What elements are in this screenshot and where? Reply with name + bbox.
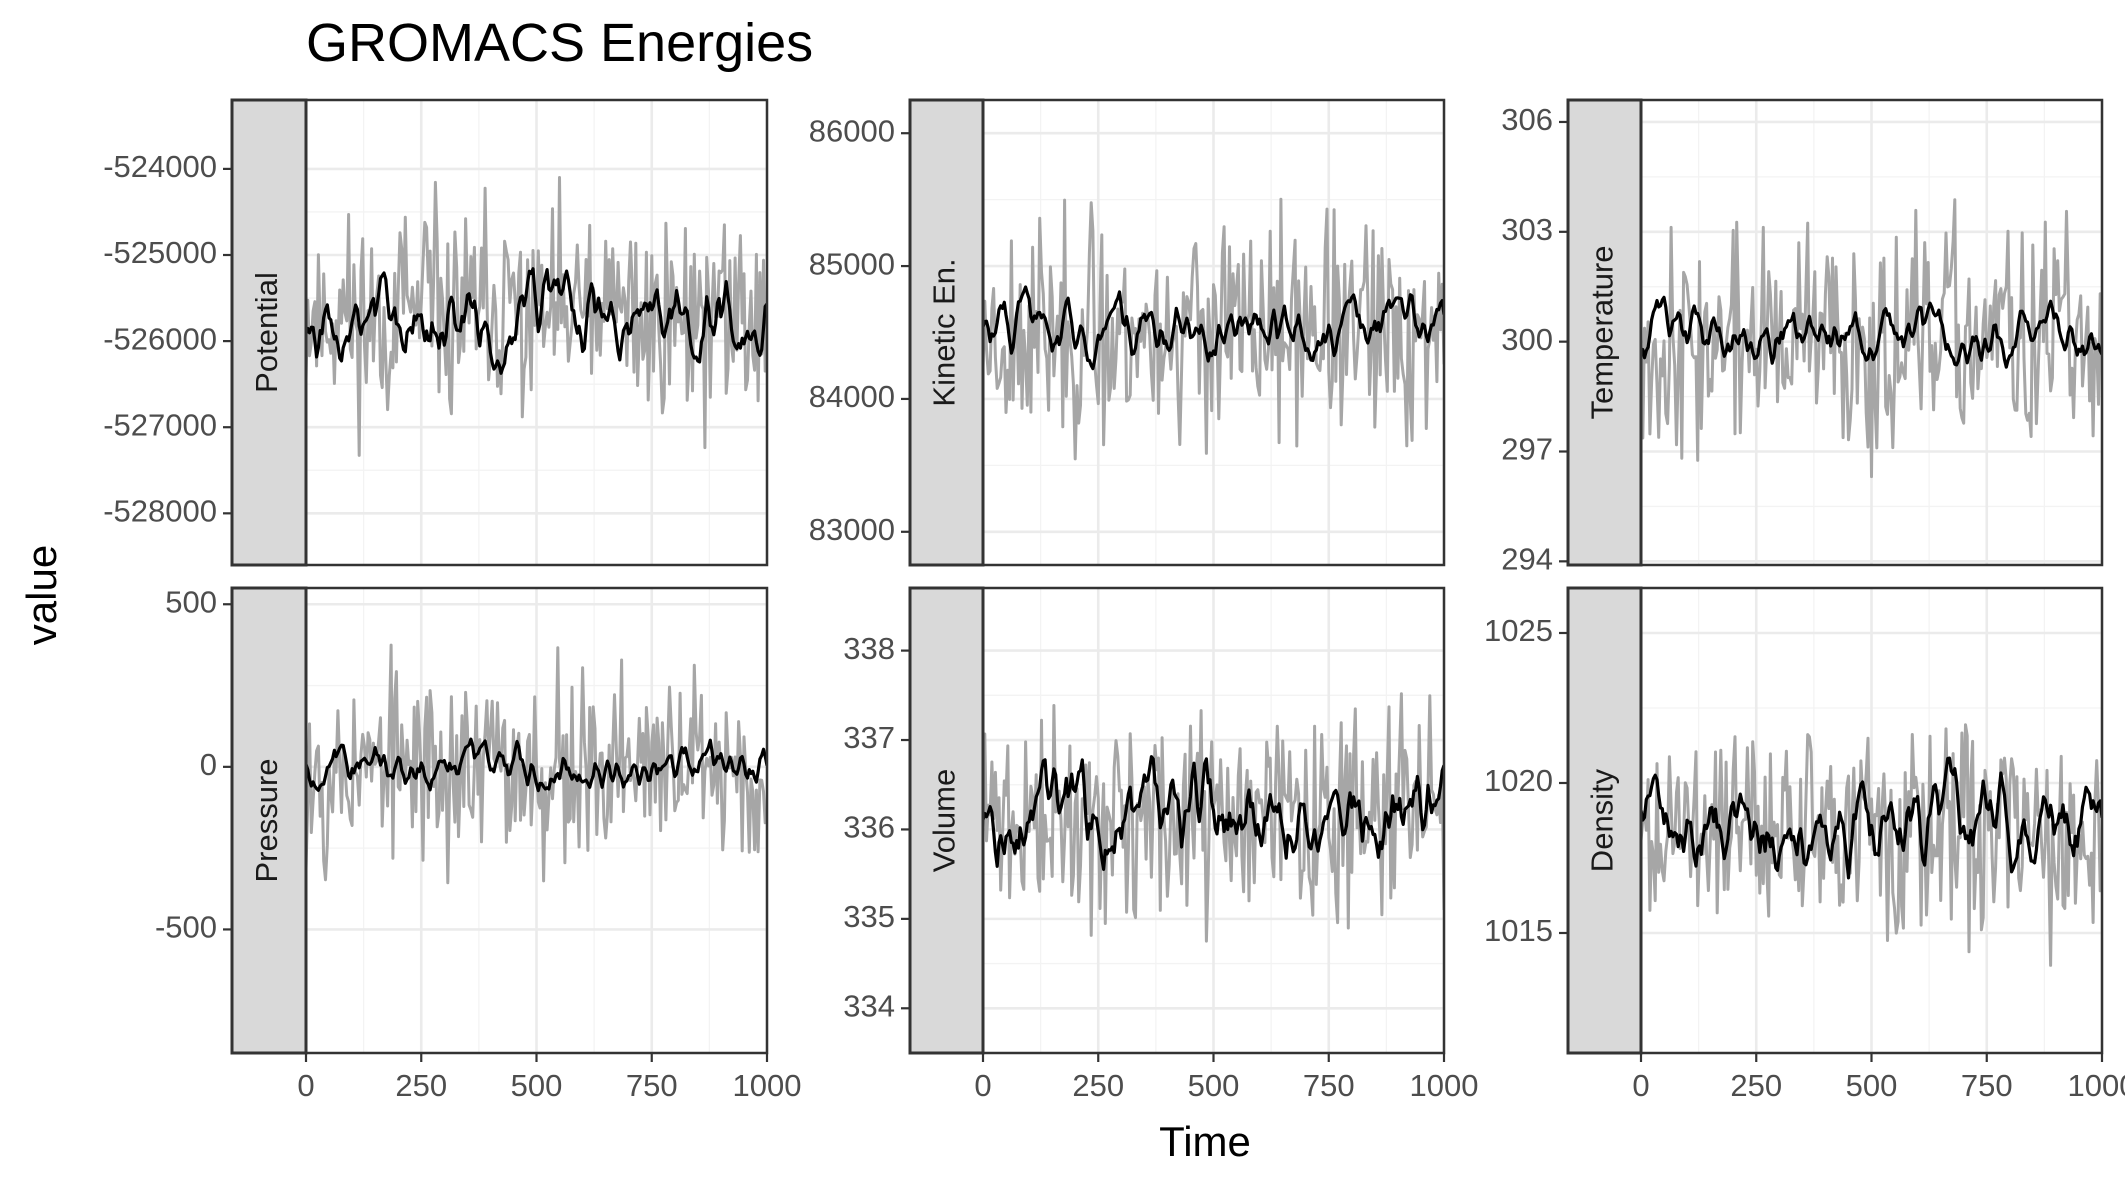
x-tick-label: 0	[1632, 1068, 1649, 1103]
facet-strip-label: Temperature	[1585, 245, 1620, 419]
facet-strip	[1566, 98, 1643, 567]
smoothed-series-line	[1641, 295, 2102, 369]
y-tick-label: -527000	[103, 407, 217, 442]
smoothed-series-line	[983, 285, 1444, 371]
x-tick-label: 1000	[733, 1068, 802, 1103]
panel-temperature: Temperature 294 297 300 303 306	[1501, 98, 2104, 577]
facet-panels: Potential -528000 -527000 -526000 -525000 -52…	[103, 98, 2125, 1103]
x-tick-label: 750	[1961, 1068, 2013, 1103]
smoothed-series-line	[306, 267, 767, 375]
x-tick-label: 750	[626, 1068, 678, 1103]
x-tick-label: 250	[1072, 1068, 1124, 1103]
y-tick-label: -526000	[103, 321, 217, 356]
x-tick-label: 1000	[1410, 1068, 1479, 1103]
x-axis-title: Time	[1159, 1118, 1251, 1165]
x-tick-label: 250	[395, 1068, 447, 1103]
y-tick-label: 300	[1501, 322, 1553, 357]
y-tick-label: 86000	[809, 113, 895, 148]
y-tick-label: 338	[843, 631, 895, 666]
y-tick-label: 500	[165, 584, 217, 619]
facet-strip	[908, 98, 985, 567]
panel-potential: Potential -528000 -527000 -526000 -525000 -52…	[103, 98, 769, 567]
y-tick-label: -525000	[103, 235, 217, 270]
panel-kinetic-en: Kinetic En. 83000 84000 85000 86000	[809, 98, 1446, 567]
y-tick-label: 83000	[809, 512, 895, 547]
y-tick-label: 85000	[809, 246, 895, 281]
facet-strip-label: Pressure	[249, 758, 284, 882]
facet-strip-label: Volume	[927, 769, 962, 872]
x-tick-label: 1000	[2068, 1068, 2125, 1103]
y-tick-label: 334	[843, 988, 895, 1023]
y-tick-label: 306	[1501, 102, 1553, 137]
facet-strip-label: Potential	[249, 272, 284, 393]
facet-strip-label: Kinetic En.	[927, 258, 962, 406]
raw-series-line	[306, 643, 767, 885]
y-axis-title: value	[18, 545, 65, 645]
x-tick-label: 0	[974, 1068, 991, 1103]
facet-strip	[230, 98, 308, 567]
y-tick-label: 1025	[1484, 613, 1553, 648]
facet-strip-label: Density	[1585, 768, 1620, 872]
x-tick-label: 500	[1188, 1068, 1240, 1103]
x-tick-label: 500	[511, 1068, 563, 1103]
y-tick-label: 84000	[809, 379, 895, 414]
y-tick-label: -528000	[103, 494, 217, 529]
y-tick-label: 336	[843, 810, 895, 845]
smoothed-series-line	[983, 755, 1444, 872]
y-tick-label: 297	[1501, 432, 1553, 467]
x-tick-label: 500	[1846, 1068, 1898, 1103]
panel-density: Density 1015 1020 1025 0 250 500 750 1000	[1484, 586, 2125, 1103]
y-tick-label: 337	[843, 720, 895, 755]
facet-strip	[230, 586, 308, 1055]
raw-series-line	[1641, 723, 2102, 967]
facet-strip	[908, 586, 985, 1055]
chart-title: GROMACS Energies	[306, 13, 813, 73]
panel-volume: Volume 334 335 336 337 338 0 250 500 750 1000	[843, 586, 1479, 1103]
y-tick-label: 1015	[1484, 913, 1553, 948]
y-tick-label: 1020	[1484, 763, 1553, 798]
smoothed-series-line	[1641, 756, 2102, 880]
y-tick-label: 0	[200, 747, 217, 782]
x-tick-label: 250	[1730, 1068, 1782, 1103]
y-tick-label: -524000	[103, 149, 217, 184]
x-tick-label: 0	[297, 1068, 314, 1103]
facet-strip	[1566, 586, 1643, 1055]
y-tick-label: -500	[155, 910, 217, 945]
y-tick-label: 294	[1501, 542, 1553, 577]
panel-pressure: Pressure -500 0 500 0 250 500 750 1000	[155, 584, 802, 1103]
x-tick-label: 750	[1303, 1068, 1355, 1103]
raw-series-line	[983, 197, 1444, 461]
y-tick-label: 335	[843, 899, 895, 934]
smoothed-series-line	[306, 737, 767, 793]
y-tick-label: 303	[1501, 212, 1553, 247]
